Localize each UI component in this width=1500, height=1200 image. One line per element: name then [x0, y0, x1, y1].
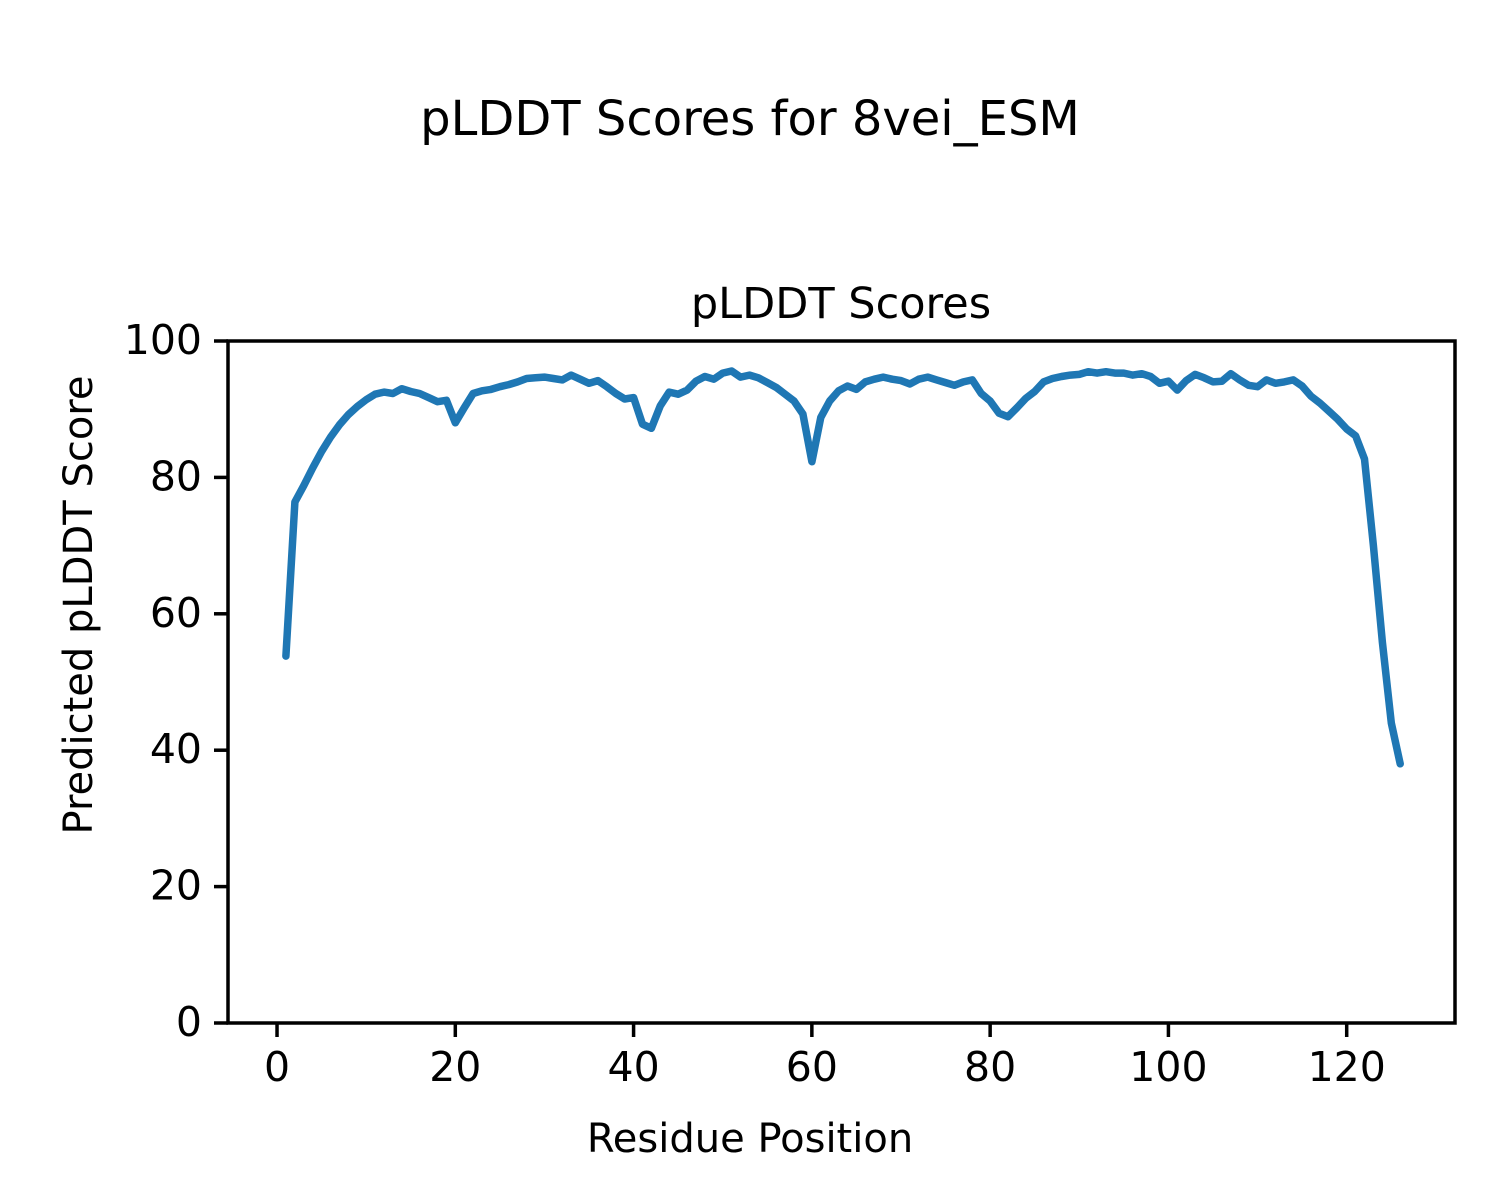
y-tick-label: 100 [124, 316, 202, 364]
x-tick-label: 120 [1308, 1043, 1386, 1091]
y-tick-label: 60 [150, 589, 202, 637]
y-tick-label: 20 [150, 862, 202, 910]
plddt-line [282, 367, 1404, 768]
y-tick-label: 80 [150, 452, 202, 500]
x-tick-label: 60 [786, 1043, 838, 1091]
plot-spines [226, 339, 1457, 1025]
x-tick-label: 80 [964, 1043, 1016, 1091]
x-tick-label: 20 [429, 1043, 481, 1091]
y-axis-label: Predicted pLDDT Score [56, 376, 102, 835]
x-tick-label: 0 [264, 1043, 290, 1091]
x-tick-label: 40 [607, 1043, 659, 1091]
y-tick-label: 40 [150, 725, 202, 773]
x-axis-label: Residue Position [587, 1116, 913, 1162]
x-tick-label: 100 [1129, 1043, 1207, 1091]
axes-title: pLDDT Scores [691, 279, 991, 329]
y-tick-label: 0 [176, 998, 202, 1046]
axes-area: 0 20 40 60 80 100 120 0 20 40 60 80 100 [124, 316, 1457, 1091]
figure-suptitle: pLDDT Scores for 8vei_ESM [420, 91, 1080, 147]
